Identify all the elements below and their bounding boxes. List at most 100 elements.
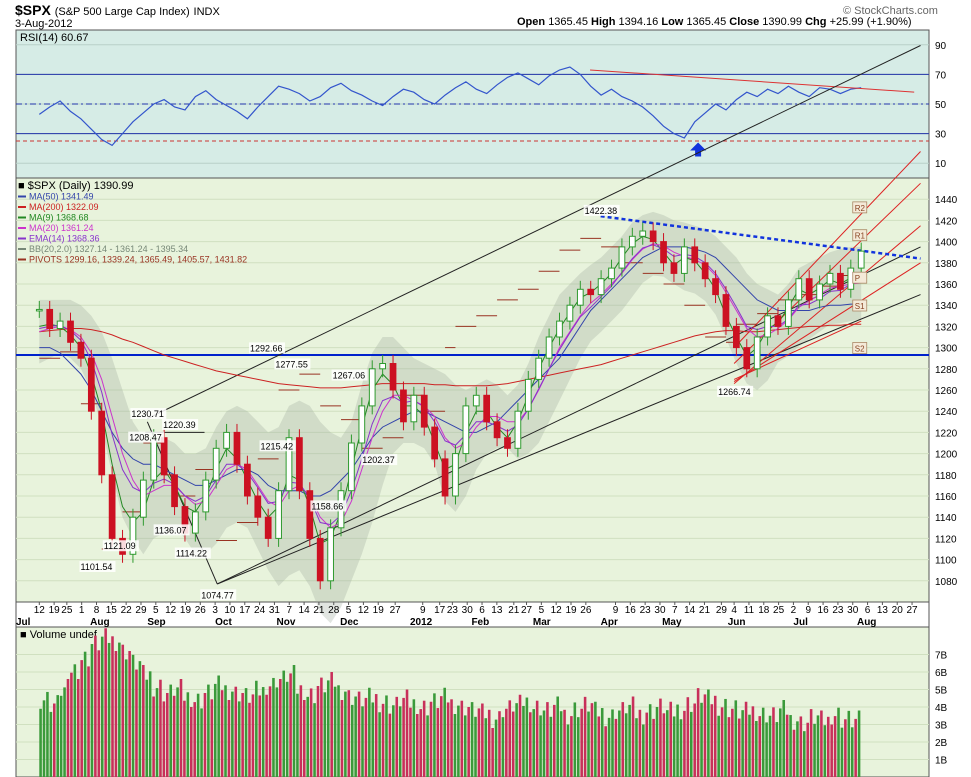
volume-bar-up [354,696,357,777]
volume-bar-down [792,729,796,777]
volume-bar-down [268,686,272,777]
low-value: 1365.45 [686,16,727,28]
volume-tick-label: 3B [935,721,948,732]
price-annotation: 1220.39 [163,420,196,430]
candle-up [795,278,803,301]
candle-down [805,278,813,301]
volume-bar-up [207,684,210,777]
volume-bar-up [837,707,840,777]
price-tick-label: 1260 [935,386,958,397]
x-month-label: 2012 [410,617,433,628]
rsi-tick-label: 70 [935,70,947,81]
volume-tick-label: 2B [935,738,948,749]
x-day-label: 29 [716,605,728,616]
volume-bar-up [484,718,488,777]
candle-down [244,463,251,497]
volume-bar-up [532,709,536,777]
candle-down [670,262,678,274]
volume-bar-up [217,675,220,777]
annotation-bg [200,589,237,601]
volume-bar-down [570,716,573,777]
price-tick-label: 1320 [935,322,958,333]
x-day-label: 26 [580,605,592,616]
rsi-tick-label: 50 [935,100,947,111]
volume-bar-up [802,731,806,777]
volume-bar-down [53,703,56,777]
volume-bar-up [337,685,340,777]
volume-bar-up [457,705,460,777]
volume-bar-down [508,700,512,777]
volume-bar-up [46,691,49,777]
volume-bar-up [412,699,416,777]
volume-bar-up [244,688,248,777]
volume-bar-up [474,716,477,777]
volume-bar-down [70,672,73,777]
price-annotation: 1215.42 [261,441,294,451]
volume-bar-down [251,694,255,777]
candle-down [108,474,116,539]
volume-bar-down [511,711,515,777]
volume-bar-up [566,724,570,777]
up-arrow-icon [690,142,707,157]
volume-bar-down [111,636,114,777]
volume-bar-down [696,688,700,777]
x-day-label: 6 [479,605,485,616]
volume-bar-down [364,697,368,777]
volume-bar-down [279,679,282,777]
high-label: High [591,16,616,28]
x-month-label: Nov [277,617,296,628]
x-day-label: 23 [447,605,459,616]
candle-up [212,447,220,481]
volume-bar-down [669,701,673,777]
candle-down [483,394,491,423]
volume-bar-down [162,701,166,777]
price-annotation: 1230.71 [131,409,164,419]
volume-bar-down [330,672,333,777]
candle-up [410,394,418,423]
annotation-bg [310,500,347,512]
candle-up [576,288,584,306]
x-day-label: 5 [153,605,159,616]
volume-bar-down [727,717,731,777]
volume-bar-down [597,716,601,777]
volume-bar-up [700,702,703,777]
volume-bar-down [289,673,292,777]
volume-bar-up [607,717,611,777]
volume-bar-down [785,714,789,777]
x-day-label: 25 [61,605,73,616]
candle-up [348,442,355,492]
price-tick-label: 1440 [935,195,958,206]
volume-bar-down [179,679,183,777]
volume-bar-down [227,700,231,777]
x-day-label: 23 [640,605,652,616]
volume-bar-down [416,714,419,777]
volume-bar-up [186,692,190,777]
annotation-bg [153,524,190,536]
volume-bar-up [392,705,395,777]
volume-bar-up [813,723,816,777]
x-day-label: 21 [699,605,711,616]
x-day-label: 21 [313,605,325,616]
volume-bar-down [645,712,649,777]
x-day-label: 26 [195,605,207,616]
volume-bar-up [196,693,200,777]
volume-bar-up [100,636,104,777]
candle-down [46,308,54,330]
price-tick-label: 1420 [935,216,958,227]
watermark: © StockCharts.com [843,5,938,17]
candle-up [545,336,553,359]
volume-bar-up [741,710,744,777]
candle-up [535,357,543,380]
x-day-label: 30 [847,605,859,616]
volume-bar-down [460,700,464,777]
volume-bar-down [580,708,583,777]
price-annotation: 1101.54 [80,562,112,572]
x-month-label: Sep [147,617,165,628]
volume-title: ■ Volume undef [20,629,98,641]
price-tick-label: 1220 [935,428,958,439]
volume-bar-up [169,684,173,777]
volume-bar-up [515,703,518,777]
price-tick-label: 1300 [935,344,958,355]
volume-bar-up [734,700,738,777]
volume-bar-down [450,699,453,777]
